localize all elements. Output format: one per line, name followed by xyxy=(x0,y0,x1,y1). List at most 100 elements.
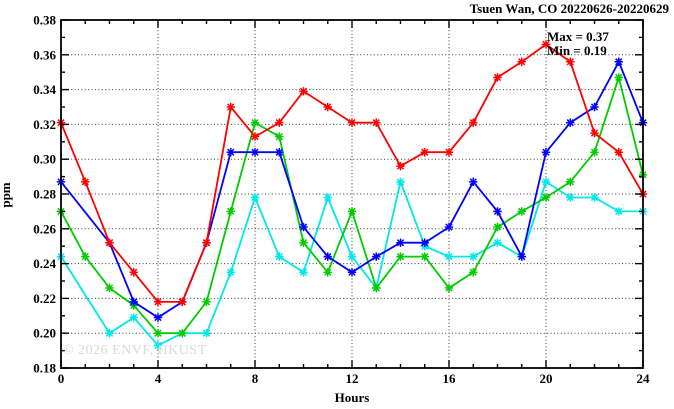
x-axis-label: Hours xyxy=(334,390,370,405)
data-point-marker xyxy=(541,193,551,202)
data-point-marker xyxy=(444,252,454,261)
annotation-min: Min = 0.19 xyxy=(547,43,607,58)
data-point-marker xyxy=(299,87,308,96)
data-point-marker xyxy=(420,148,429,157)
data-point-marker xyxy=(541,177,551,187)
data-point-marker xyxy=(81,252,90,261)
x-tick-label: 8 xyxy=(252,371,259,386)
data-point-marker xyxy=(129,313,138,322)
data-point-marker xyxy=(178,329,187,338)
data-point-marker xyxy=(420,252,429,261)
y-tick-label: 0.24 xyxy=(33,256,56,271)
data-point-marker xyxy=(396,252,405,261)
data-point-marker xyxy=(469,177,478,187)
y-tick-label: 0.38 xyxy=(33,13,56,28)
x-tick-label: 0 xyxy=(58,371,65,386)
data-point-marker xyxy=(250,118,260,127)
x-tick-label: 24 xyxy=(637,371,651,386)
data-point-marker xyxy=(275,118,284,127)
series-line xyxy=(60,178,643,347)
data-point-marker xyxy=(420,238,429,247)
data-point-marker xyxy=(153,341,163,350)
data-point-marker xyxy=(323,268,332,277)
data-point-marker xyxy=(444,222,454,232)
y-tick-label: 0.20 xyxy=(33,326,56,341)
data-point-marker xyxy=(226,207,235,216)
data-point-marker xyxy=(444,283,454,293)
data-point-marker xyxy=(129,297,138,307)
data-point-marker xyxy=(250,148,260,157)
data-point-marker xyxy=(566,193,575,202)
data-point-marker xyxy=(493,238,502,247)
data-point-marker xyxy=(299,268,308,277)
data-point-marker xyxy=(275,132,284,141)
series-line xyxy=(60,59,644,319)
data-point-marker xyxy=(614,148,623,157)
data-point-marker xyxy=(590,128,599,138)
data-point-marker xyxy=(517,252,526,261)
data-point-marker xyxy=(226,148,235,157)
data-point-marker xyxy=(105,329,114,338)
series-day-4-cyan xyxy=(56,177,648,350)
series-day-3-green xyxy=(56,73,648,338)
data-point-marker xyxy=(469,118,478,127)
x-tick-label: 20 xyxy=(540,371,553,386)
data-point-marker xyxy=(347,252,357,261)
data-point-marker xyxy=(396,161,405,171)
data-point-marker xyxy=(347,118,357,127)
chart-title: Tsuen Wan, CO 20220626-20220629 xyxy=(469,1,669,16)
data-point-marker xyxy=(299,222,308,232)
watermark: © 2026 ENVF, HKUST xyxy=(63,343,207,358)
data-point-marker xyxy=(590,102,599,112)
data-point-marker xyxy=(275,252,284,261)
y-tick-label: 0.28 xyxy=(33,187,56,202)
y-tick-label: 0.18 xyxy=(33,361,56,376)
data-point-marker xyxy=(372,252,381,261)
data-point-marker xyxy=(517,207,526,216)
data-point-marker xyxy=(226,268,235,277)
x-tick-label: 16 xyxy=(443,371,457,386)
data-point-marker xyxy=(396,238,405,247)
y-tick-label: 0.26 xyxy=(33,221,56,236)
data-point-marker xyxy=(153,297,163,307)
data-point-marker xyxy=(153,313,163,322)
y-tick-label: 0.32 xyxy=(33,117,56,132)
data-point-marker xyxy=(202,297,211,307)
data-point-marker xyxy=(517,57,526,66)
data-point-marker xyxy=(493,73,502,82)
data-point-marker xyxy=(590,148,599,157)
data-point-marker xyxy=(299,238,308,247)
data-point-marker xyxy=(275,148,284,157)
data-point-marker xyxy=(347,207,357,216)
data-point-marker xyxy=(129,268,138,277)
data-point-marker xyxy=(566,118,575,127)
data-point-marker xyxy=(323,102,332,112)
data-point-marker xyxy=(444,148,454,157)
data-point-marker xyxy=(250,132,260,141)
data-point-marker xyxy=(541,148,551,157)
data-point-marker xyxy=(614,73,623,82)
y-tick-label: 0.30 xyxy=(33,152,56,167)
data-point-marker xyxy=(372,118,381,127)
y-axis-label: ppm xyxy=(0,182,13,208)
data-point-marker xyxy=(202,329,211,338)
y-tick-label: 0.22 xyxy=(33,291,56,306)
data-point-marker xyxy=(202,238,211,247)
data-point-marker xyxy=(178,297,187,307)
data-point-marker xyxy=(396,177,405,187)
data-point-marker xyxy=(590,193,599,202)
y-tick-label: 0.34 xyxy=(33,82,56,97)
data-point-marker xyxy=(250,193,260,202)
data-point-marker xyxy=(469,268,478,277)
data-point-marker xyxy=(614,57,623,66)
annotation-max: Max = 0.37 xyxy=(547,29,609,44)
data-point-marker xyxy=(493,222,502,232)
data-point-marker xyxy=(226,102,235,112)
x-tick-label: 12 xyxy=(346,371,359,386)
y-tick-label: 0.36 xyxy=(33,47,56,62)
data-point-marker xyxy=(323,252,332,261)
data-point-marker xyxy=(493,207,502,216)
data-point-marker xyxy=(541,40,551,49)
